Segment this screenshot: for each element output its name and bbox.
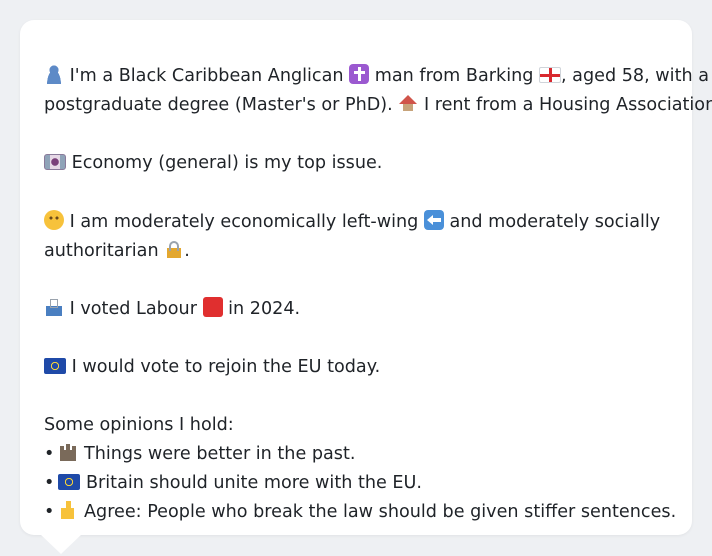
latin-cross-icon — [349, 64, 370, 84]
opinions-heading: Some opinions I hold: — [44, 415, 234, 436]
intro-line-1: I'm a Black Caribbean Anglican man from … — [44, 62, 709, 91]
lock-icon — [164, 238, 185, 259]
bullet: • — [44, 502, 55, 523]
top-issue-line: Economy (general) is my top issue. — [44, 149, 668, 178]
thinking-face-icon — [44, 209, 64, 230]
list-item: • Agree: People who break the law should… — [44, 498, 676, 527]
house-icon — [398, 93, 419, 113]
list-item: • Britain should unite more with the EU. — [44, 469, 668, 498]
vote-text-b: in 2024. — [228, 298, 301, 319]
opinion-text: Things were better in the past. — [83, 444, 356, 465]
list-item: • Things were better in the past. — [44, 440, 668, 469]
red-square-icon — [202, 296, 223, 317]
england-flag-icon — [539, 67, 561, 83]
eu-line: I would vote to rejoin the EU today. — [44, 353, 668, 382]
intro-text-1b: man from Barking — [374, 66, 534, 86]
vote-text-a: I voted Labour — [69, 298, 197, 319]
opinion-text: Agree: People who break the law should b… — [83, 502, 677, 523]
eu-flag-icon — [58, 474, 81, 491]
stance-text-2: authoritarian — [44, 240, 159, 261]
person-icon — [44, 64, 64, 84]
stance-text-2-end: . — [184, 240, 190, 261]
stance-line-2: authoritarian . — [44, 237, 668, 266]
bullet: • — [44, 444, 55, 465]
persona-card: I'm a Black Caribbean Anglican man from … — [20, 20, 712, 535]
money-icon — [44, 154, 66, 171]
top-issue-text: Economy (general) is my top issue. — [71, 153, 383, 174]
eu-flag-icon — [44, 358, 66, 375]
stance-line-1: I am moderately economically left-wing a… — [44, 208, 668, 237]
thumbs-up-icon — [58, 500, 79, 521]
vote-line: I voted Labour in 2024. — [44, 295, 668, 324]
intro-text-1c: , aged 58, with a — [561, 66, 709, 86]
intro-text-1a: I'm a Black Caribbean Anglican — [69, 66, 344, 86]
castle-icon — [58, 442, 79, 463]
intro-text-2b: I rent from a Housing Association. — [423, 95, 712, 115]
stance-text-1b: and moderately socially — [449, 211, 661, 232]
speech-bubble-tail — [40, 534, 82, 554]
intro-text-2a: postgraduate degree (Master's or PhD). — [44, 95, 393, 115]
ballot-box-icon — [44, 296, 64, 317]
stance-text-1a: I am moderately economically left-wing — [69, 211, 419, 232]
left-arrow-icon — [423, 209, 444, 230]
opinion-text: Britain should unite more with the EU. — [85, 473, 423, 494]
intro-line-2: postgraduate degree (Master's or PhD). I… — [44, 91, 712, 120]
bullet: • — [44, 473, 55, 494]
eu-text: I would vote to rejoin the EU today. — [71, 357, 381, 378]
